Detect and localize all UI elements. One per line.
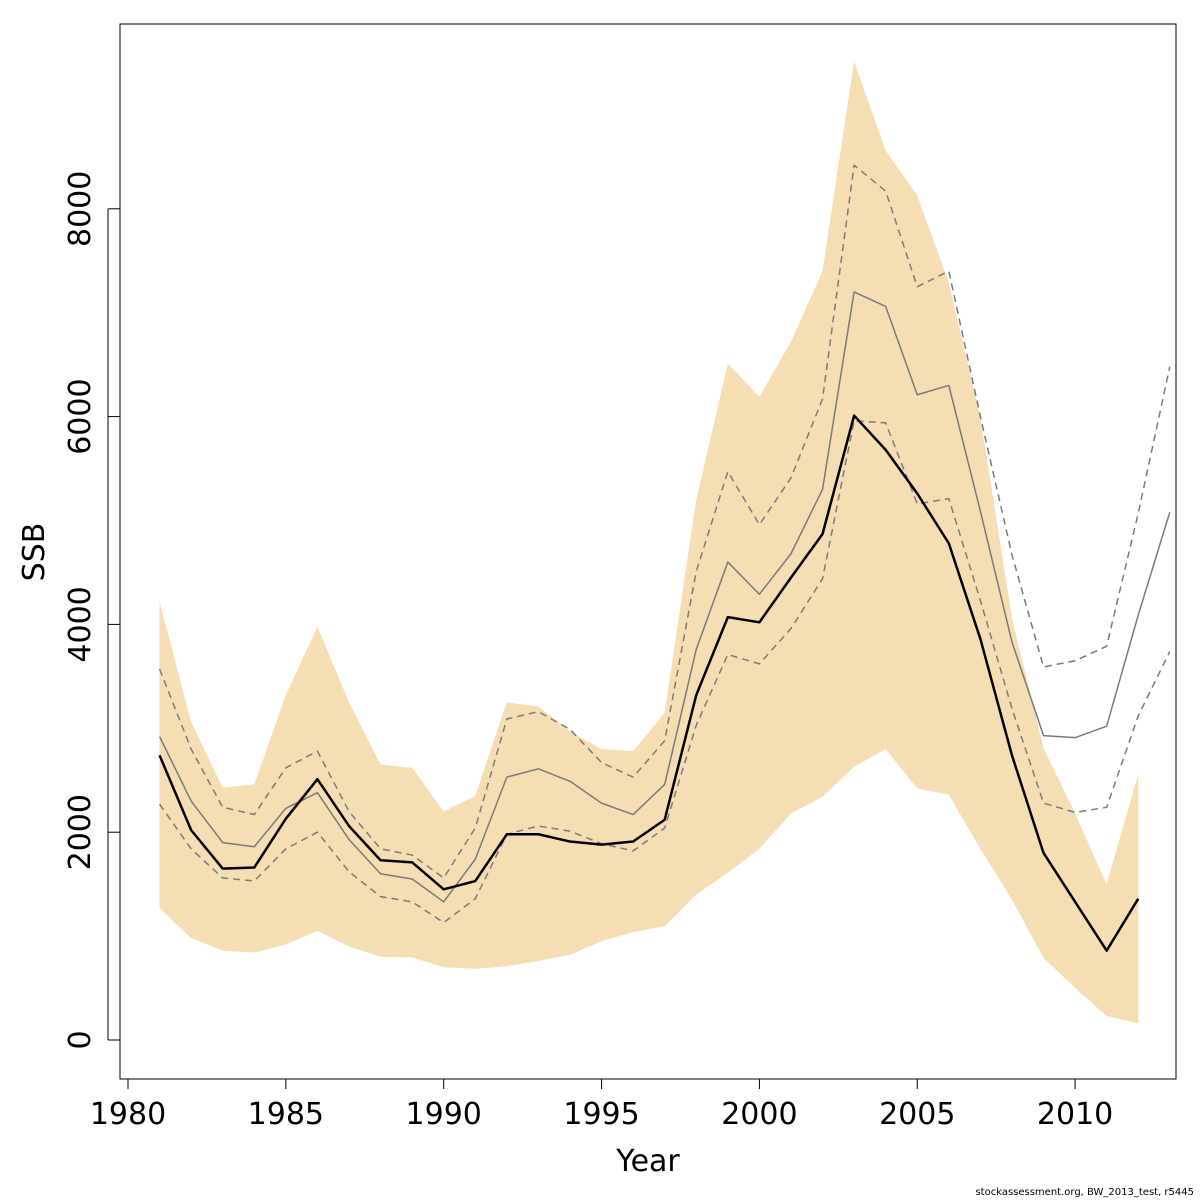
x-axis: 1980 1985 1990 1995 2000 2005 2010 (90, 1078, 1113, 1132)
x-tick-label: 2010 (1037, 1097, 1113, 1132)
series-line-dashed (158, 164, 1171, 879)
series-line-estimate (158, 414, 1140, 952)
y-axis: 0 2000 4000 6000 8000 (63, 171, 120, 1050)
confidence-band (159, 61, 1139, 1024)
x-tick-label: 2005 (879, 1097, 955, 1132)
confidence-band-layer (159, 61, 1139, 1024)
y-tick-label: 8000 (63, 171, 98, 247)
y-tick-label: 2000 (63, 794, 98, 870)
y-axis-title: SSB (17, 523, 52, 582)
x-axis-title: Year (615, 1144, 680, 1179)
y-tick-label: 0 (63, 1030, 98, 1049)
footer-note: stockassessment.org, BW_2013_test, r5445 (975, 1187, 1194, 1198)
x-tick-label: 1990 (406, 1097, 482, 1132)
series-line-dashed (158, 420, 1171, 924)
x-tick-label: 1980 (90, 1097, 166, 1132)
y-tick-label: 4000 (63, 586, 98, 662)
series-lines-layer (158, 164, 1171, 952)
x-tick-label: 1995 (563, 1097, 639, 1132)
x-tick-label: 2000 (721, 1097, 797, 1132)
series-line-grey (158, 291, 1171, 903)
y-tick-label: 6000 (63, 378, 98, 454)
x-tick-label: 1985 (248, 1097, 324, 1132)
